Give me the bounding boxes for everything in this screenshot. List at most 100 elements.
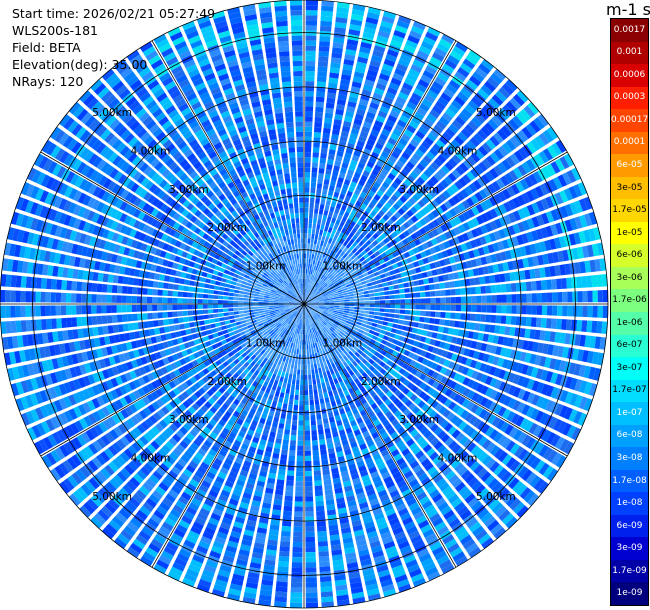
ray-gate: [372, 453, 382, 461]
ray-gate: [345, 394, 352, 401]
ray-gate: [373, 194, 381, 202]
ray-gate: [371, 503, 381, 511]
ray-gate: [421, 140, 431, 150]
ray-gate: [374, 213, 382, 221]
ray-gate: [257, 522, 268, 529]
ray-gate: [307, 364, 311, 370]
ray-gate: [325, 402, 331, 408]
ray-gate: [366, 111, 376, 120]
ray-gate: [341, 259, 347, 265]
ray-gate: [308, 300, 314, 303]
ray-gate: [423, 375, 431, 384]
ray-gate: [528, 422, 538, 435]
ray-gate: [534, 329, 541, 340]
ray-gate: [473, 464, 484, 475]
ray-gate: [329, 261, 334, 267]
ray-gate: [322, 252, 327, 258]
ray-gate: [351, 227, 358, 234]
ray-gate: [301, 349, 304, 355]
ray-gate: [337, 249, 343, 255]
ray-gate: [572, 348, 579, 361]
ray-gate: [356, 219, 364, 226]
ray-gate: [340, 188, 347, 195]
ray-gate: [374, 250, 381, 257]
ray-gate: [314, 485, 323, 492]
ray-gate: [394, 211, 402, 219]
ray-gate: [365, 206, 372, 214]
ray-gate: [379, 312, 385, 317]
ray-gate: [354, 66, 366, 74]
ray-gate: [331, 134, 339, 141]
ray-gate: [480, 213, 489, 223]
ray-gate: [424, 462, 434, 472]
ray-gate: [512, 387, 522, 398]
ray-gate: [318, 388, 323, 394]
ray-gate: [332, 554, 343, 561]
ray-gate: [341, 216, 348, 223]
ray-gate: [317, 525, 327, 532]
ray-gate: [357, 340, 364, 346]
ray-gate: [314, 353, 319, 359]
ray-gate: [284, 495, 293, 502]
ray-gate: [572, 305, 578, 317]
ray-gate: [369, 273, 375, 279]
ray-gate: [417, 356, 424, 364]
ray-gate: [591, 243, 599, 257]
ray-gate: [368, 372, 376, 379]
ray-gate: [295, 333, 298, 339]
ray-gate: [355, 389, 362, 396]
ray-gate: [388, 155, 397, 164]
ray-gate: [389, 110, 400, 119]
ray-gate: [462, 377, 471, 386]
ray-gate: [319, 329, 324, 335]
ray-gate: [430, 362, 438, 370]
ray-gate: [409, 30, 422, 40]
ray-gate: [309, 274, 312, 280]
ray-gate: [370, 198, 378, 206]
ray-gate: [320, 581, 332, 588]
ray-gate: [576, 276, 583, 288]
ray-gate: [294, 506, 303, 512]
ray-gate: [538, 444, 549, 458]
ray-gate: [574, 334, 581, 346]
ray-gate: [348, 164, 356, 172]
ray-gate: [559, 332, 566, 344]
ray-gate: [312, 322, 316, 328]
ray-gate: [285, 357, 290, 363]
ray-gate: [267, 477, 276, 484]
ray-gate: [339, 392, 345, 399]
ray-gate: [486, 295, 492, 303]
ray-gate: [498, 393, 508, 404]
ray-gate: [292, 546, 303, 553]
ray-gate: [439, 259, 446, 267]
ray-gate: [374, 87, 385, 96]
ray-gate: [572, 247, 579, 260]
ray-gate: [304, 202, 309, 208]
ray-gate: [442, 409, 451, 418]
ray-gate: [348, 137, 357, 145]
ray-gate: [559, 264, 566, 276]
ray-gate: [578, 230, 587, 244]
ray-gate: [378, 247, 385, 254]
ray-gate: [318, 234, 322, 241]
ray-gate: [265, 446, 273, 453]
ray-gate: [331, 270, 337, 276]
ray-gate: [350, 209, 357, 216]
ray-gate: [409, 415, 418, 424]
ray-gate: [305, 294, 308, 300]
ray-gate: [393, 569, 406, 579]
ray-gate: [422, 233, 430, 242]
ray-gate: [315, 505, 325, 512]
ray-gate: [334, 283, 340, 288]
ray-gate: [436, 43, 450, 53]
ray-gate: [498, 108, 510, 120]
ray-gate: [417, 259, 425, 266]
ray-gate: [260, 584, 273, 591]
ray-gate: [491, 416, 501, 427]
ray-gate: [444, 257, 451, 266]
ray-gate: [305, 496, 314, 502]
ray-gate: [551, 142, 562, 156]
ray-gate: [369, 311, 375, 315]
ray-gate: [340, 244, 346, 251]
ray-gate: [451, 169, 461, 179]
